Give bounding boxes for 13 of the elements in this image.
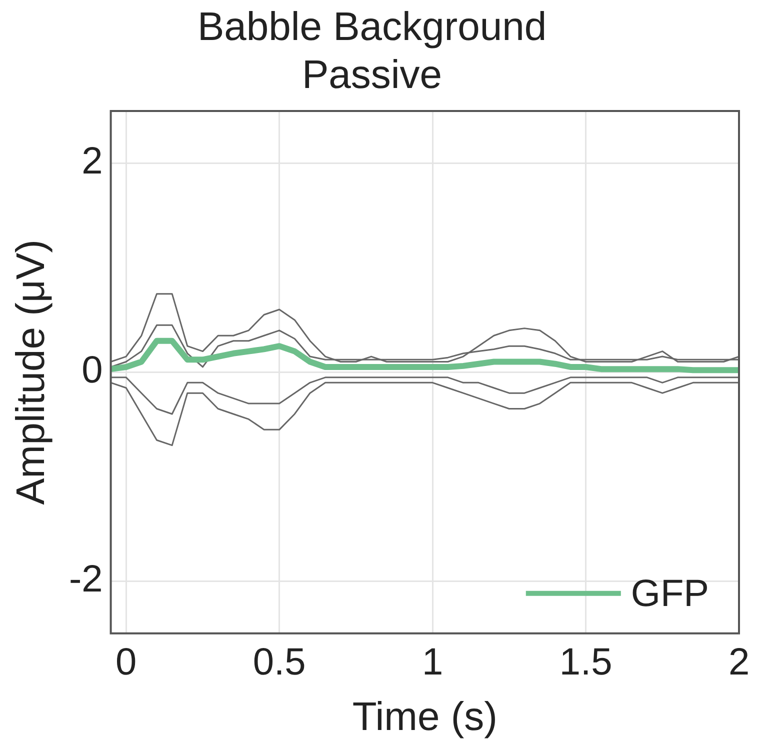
text: Babble Background xyxy=(197,5,547,50)
x-axis-title: Time (s) xyxy=(352,695,498,740)
x-tick-label: 1 xyxy=(422,642,444,684)
y-axis-title: Amplitude (μV) xyxy=(9,240,54,505)
x-tick-label: 2 xyxy=(728,642,750,684)
y-tick-label: 2 xyxy=(82,140,103,183)
y-tick-label: -2 xyxy=(68,558,103,601)
text: Passive xyxy=(302,53,442,98)
x-tick-label: 0 xyxy=(116,642,137,684)
x-tick-label: 0.5 xyxy=(252,642,306,684)
legend-label: GFP xyxy=(630,572,710,615)
x-tick-label: 1.5 xyxy=(559,642,612,684)
y-tick-label: 0 xyxy=(82,350,103,392)
